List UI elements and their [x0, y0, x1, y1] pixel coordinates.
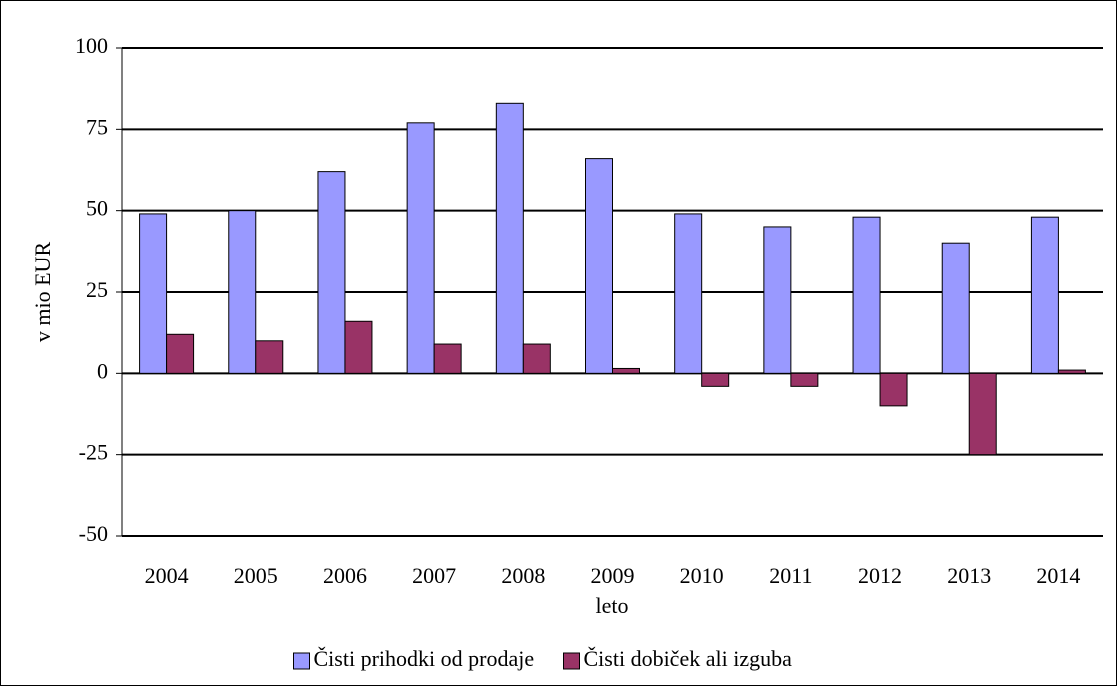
- bar: [1057, 369, 1086, 374]
- bar: [790, 372, 819, 387]
- bar: [228, 210, 257, 374]
- x-tick-label: 2010: [680, 563, 724, 588]
- x-tick-label: 2007: [412, 563, 456, 588]
- bar: [701, 372, 730, 387]
- bar: [255, 340, 284, 374]
- bar: [612, 367, 640, 374]
- x-tick-label: 2014: [1036, 563, 1080, 588]
- legend-label: Čisti dobiček ali izguba: [584, 646, 793, 671]
- x-tick-label: 2004: [145, 563, 189, 588]
- bar: [852, 216, 881, 374]
- x-tick-label: 2012: [858, 563, 902, 588]
- x-tick-label: 2006: [323, 563, 367, 588]
- legend-swatch: [563, 652, 580, 670]
- x-tick-label: 2013: [947, 563, 991, 588]
- bar: [763, 226, 792, 374]
- x-axis-title: leto: [596, 593, 629, 618]
- bar: [1030, 216, 1059, 374]
- y-axis-title: v mio EUR: [30, 242, 55, 343]
- bar: [166, 333, 195, 374]
- x-tick-label: 2009: [591, 563, 635, 588]
- bar: [317, 171, 346, 374]
- bar: [941, 242, 970, 374]
- y-tick-label: 50: [86, 196, 108, 221]
- y-tick-label: 100: [75, 33, 108, 58]
- x-tick-label: 2008: [501, 563, 545, 588]
- legend-swatch: [293, 652, 310, 670]
- bar: [585, 158, 613, 374]
- x-tick-label: 2011: [769, 563, 812, 588]
- bar: [968, 372, 997, 456]
- y-tick-label: -25: [79, 440, 108, 465]
- y-tick-label: 25: [86, 277, 108, 302]
- bar: [522, 343, 551, 374]
- bar: [344, 320, 373, 374]
- bar: [139, 213, 168, 374]
- bar: [495, 102, 524, 374]
- bar: [433, 343, 462, 374]
- bar: [674, 213, 703, 374]
- y-tick-label: 0: [97, 358, 108, 383]
- x-tick-label: 2005: [234, 563, 278, 588]
- bar: [406, 122, 435, 374]
- bar: [879, 372, 908, 407]
- y-tick-label: 75: [86, 114, 108, 139]
- y-tick-label: -50: [79, 521, 108, 546]
- legend-label: Čisti prihodki od prodaje: [314, 646, 535, 671]
